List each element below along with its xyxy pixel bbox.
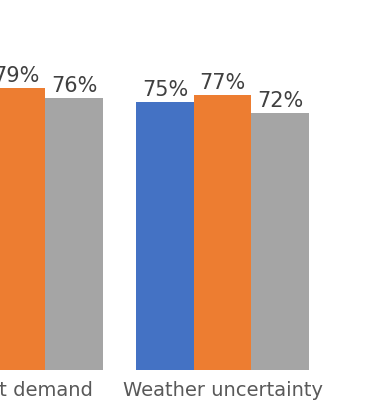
Text: 79%: 79%: [0, 66, 40, 86]
Text: 77%: 77%: [200, 73, 246, 93]
Bar: [0, 87, 45, 370]
Bar: [45, 98, 103, 370]
Bar: [136, 102, 194, 370]
Text: 75%: 75%: [142, 80, 188, 100]
Bar: [252, 113, 309, 370]
Text: 76%: 76%: [51, 76, 97, 97]
Text: 72%: 72%: [257, 91, 303, 111]
Bar: [194, 94, 252, 370]
